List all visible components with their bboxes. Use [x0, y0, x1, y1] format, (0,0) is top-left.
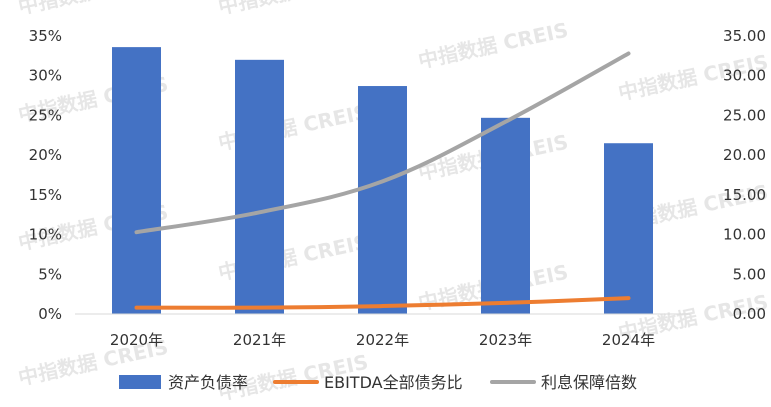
- left-axis-ticks: 0% 5% 10% 15% 20% 25% 30% 35%: [29, 27, 62, 323]
- series-line-利息保障倍数: [134, 51, 631, 235]
- left-tick-label: 25%: [29, 106, 62, 124]
- legend-label: 利息保障倍数: [541, 373, 637, 392]
- bar-2022年: [358, 86, 407, 314]
- right-tick-label: 25.00: [723, 106, 766, 124]
- legend-label: 资产负债率: [168, 373, 248, 392]
- legend: 资产负债率 EBITDA全部债务比 利息保障倍数: [119, 373, 637, 392]
- bar-2024年: [604, 143, 653, 314]
- x-tick-label: 2022年: [356, 331, 409, 349]
- bar-2021年: [235, 59, 284, 315]
- right-axis-ticks: 0.00 5.00 10.00 15.00 20.00 25.00 30.00 35.00: [723, 27, 766, 323]
- x-axis-ticks: 2020年 2021年 2022年 2023年 2024年: [110, 331, 655, 349]
- right-tick-label: 35.00: [723, 27, 766, 45]
- bars: [112, 47, 653, 315]
- left-tick-label: 35%: [29, 27, 62, 45]
- x-tick-label: 2024年: [602, 331, 655, 349]
- x-tick-label: 2020年: [110, 331, 163, 349]
- right-tick-label: 15.00: [723, 186, 766, 204]
- left-tick-label: 5%: [38, 265, 62, 283]
- right-tick-label: 20.00: [723, 146, 766, 164]
- left-tick-label: 15%: [29, 186, 62, 204]
- x-tick-label: 2021年: [233, 331, 286, 349]
- left-tick-label: 10%: [29, 226, 62, 244]
- bar-2020年: [112, 47, 161, 315]
- watermark-text: 中指数据 CREIS: [16, 0, 170, 19]
- series-lines: [134, 51, 631, 310]
- legend-label: EBITDA全部债务比: [324, 373, 463, 392]
- bar-2023年: [481, 117, 530, 314]
- left-tick-label: 0%: [38, 305, 62, 323]
- legend-swatch: [119, 375, 161, 389]
- right-tick-label: 5.00: [733, 265, 766, 283]
- x-tick-label: 2023年: [479, 331, 532, 349]
- watermark-text: 中指数据 CREIS: [416, 18, 570, 73]
- series-line-EBITDA全部债务比: [134, 296, 631, 310]
- watermark-text: 中指数据 CREIS: [216, 0, 370, 19]
- left-tick-label: 30%: [29, 67, 62, 85]
- right-tick-label: 0.00: [733, 305, 766, 323]
- right-tick-label: 30.00: [723, 67, 766, 85]
- left-tick-label: 20%: [29, 146, 62, 164]
- right-tick-label: 10.00: [723, 226, 766, 244]
